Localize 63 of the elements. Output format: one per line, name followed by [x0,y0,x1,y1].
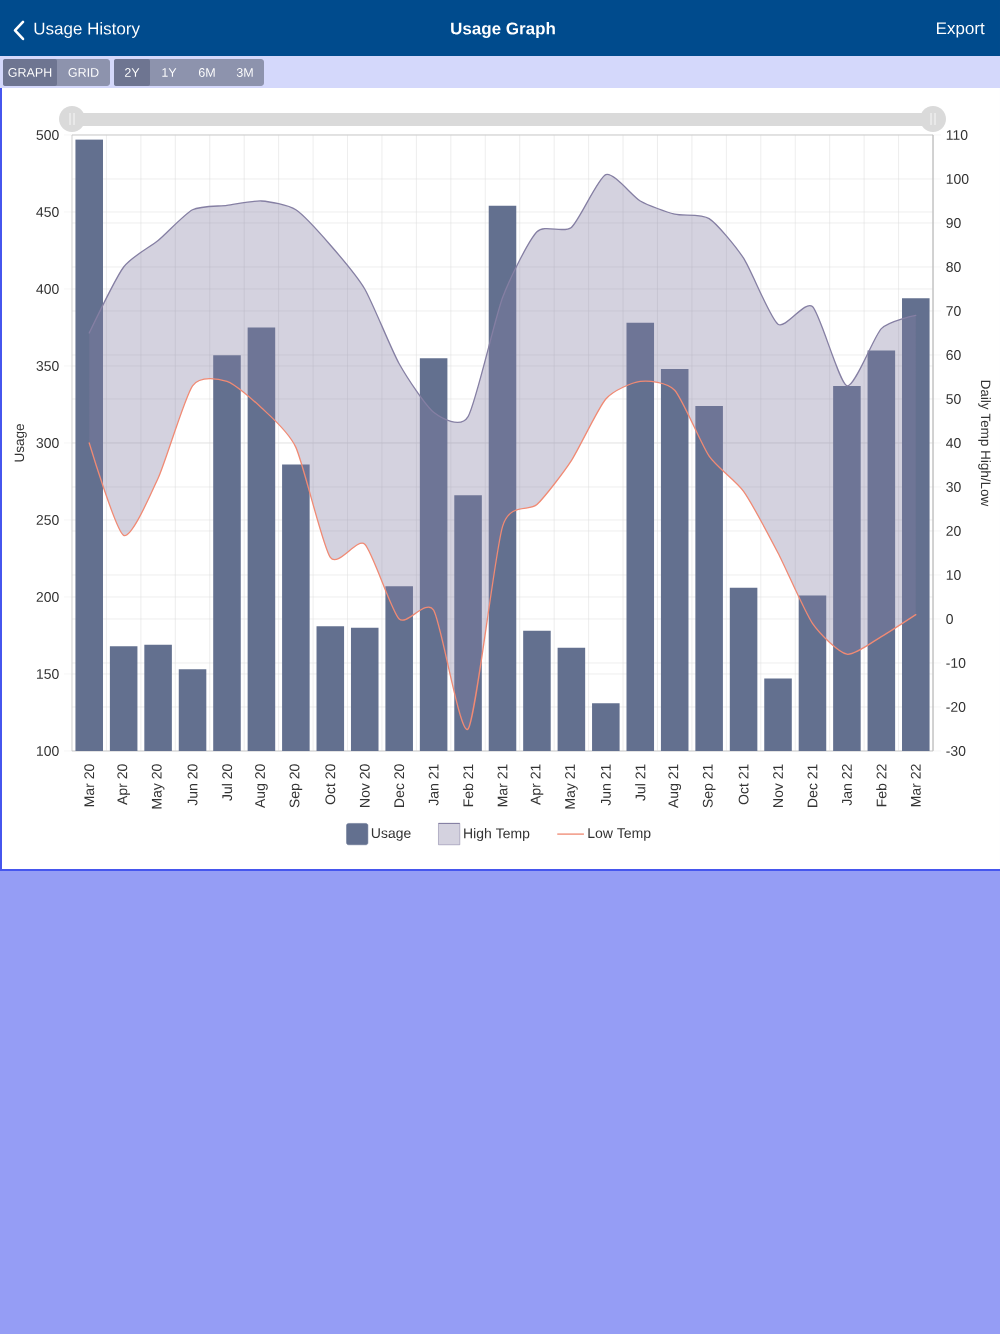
y2-axis-title: Daily Temp High/Low [978,380,991,507]
x-tick-label: Mar 22 [910,764,921,807]
text: 1Y [162,68,177,77]
legend-label: Low Temp [588,828,651,841]
y-tick-label: 200 [36,592,59,602]
x-tick-label: May 21 [565,764,578,809]
y2-tick-label: 110 [946,130,968,140]
y-tick-label: 350 [36,361,59,371]
text: Usage History [34,22,140,38]
legend-label: Usage [371,828,411,841]
y2-tick-label: 80 [946,262,961,272]
x-tick-label: Jan 21 [428,764,439,806]
y-tick-label: 150 [37,669,59,679]
y2-tick-label: 20 [946,526,961,536]
y2-tick-label: 100 [946,174,969,184]
text: 6M [198,68,215,77]
text: 3M [236,68,253,77]
y2-tick-label: 10 [946,570,961,580]
x-tick-label: Mar 20 [84,764,95,807]
y2-tick-label: 40 [946,438,961,448]
x-tick-label: Feb 22 [876,764,887,807]
y-tick-label: 450 [36,207,59,217]
x-tick-label: Apr 20 [117,764,130,805]
y2-tick-label: 90 [946,218,961,228]
x-tick-label: May 20 [151,764,165,809]
x-tick-label: Oct 20 [325,764,336,805]
x-tick-label: Jun 20 [187,764,198,806]
y2-tick-label: -10 [946,658,966,668]
x-tick-label: Apr 21 [530,764,544,805]
y-tick-label: 250 [36,515,59,525]
x-tick-label: Jul 21 [635,764,646,801]
text: GRID [68,68,99,77]
chart-title: Usage Graph [451,22,555,38]
x-tick-label: Sep 20 [289,764,303,808]
y-tick-label: 100 [37,746,59,756]
y-tick-label: 400 [36,284,59,294]
y2-tick-label: 70 [946,306,961,316]
x-tick-label: Nov 20 [359,764,370,807]
text: Export [937,22,985,38]
y2-tick-label: -30 [946,746,966,756]
x-tick-label: Jun 21 [600,764,611,806]
y-tick-label: 300 [36,438,59,448]
x-tick-label: Sep 21 [702,764,716,808]
y2-tick-label: 50 [946,394,961,404]
x-tick-label: Aug 21 [668,764,682,809]
x-tick-label: Dec 21 [807,764,818,807]
x-tick-label: Jan 22 [841,764,852,806]
legend-label: High Temp [464,828,530,842]
x-tick-label: Jul 20 [221,764,233,801]
x-tick-label: Dec 20 [394,764,405,807]
y2-tick-label: 0 [946,614,953,624]
y-tick-label: 500 [36,130,59,140]
x-tick-label: Mar 21 [497,764,508,807]
y2-tick-label: 60 [946,350,961,360]
y2-tick-label: -20 [946,702,966,712]
y-axis-title: Usage [14,424,27,462]
text: GRAPH [8,68,52,77]
x-tick-label: Nov 21 [773,764,783,807]
x-tick-label: Aug 20 [255,764,268,809]
text: 2Y [124,68,140,77]
y2-tick-label: 30 [946,482,961,492]
x-tick-label: Oct 21 [738,764,749,805]
x-tick-label: Feb 21 [462,764,474,807]
